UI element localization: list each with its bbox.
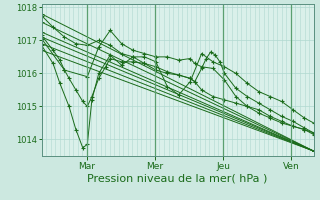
X-axis label: Pression niveau de la mer( hPa ): Pression niveau de la mer( hPa ) <box>87 173 268 183</box>
